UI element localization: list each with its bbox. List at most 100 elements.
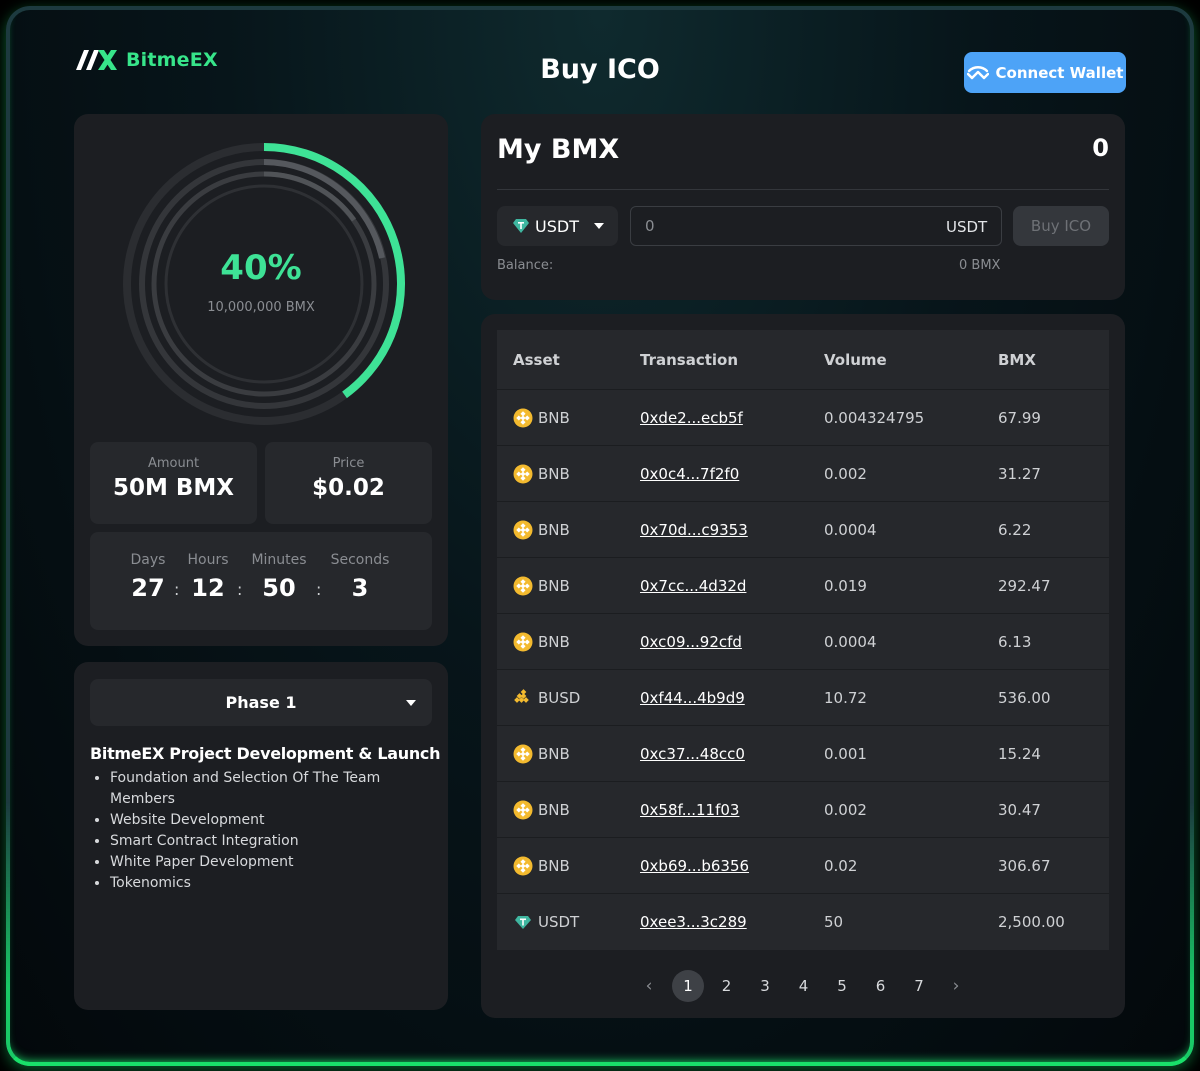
price-stat: Price $0.02 (265, 442, 432, 524)
logo[interactable]: BitmeEX (74, 48, 218, 72)
countdown-separator: : (174, 580, 180, 599)
progress-arc (263, 143, 405, 399)
asset-name: BNB (538, 520, 570, 539)
transaction-link[interactable]: 0x0c4...7f2f0 (640, 464, 740, 483)
usdt-icon (515, 916, 531, 929)
asset-cell: BNB (513, 576, 570, 596)
my-bmx-amount: 0 (1092, 134, 1109, 162)
transaction-link[interactable]: 0xde2...ecb5f (640, 408, 743, 427)
page-2-button[interactable]: 2 (721, 977, 732, 995)
transaction-link[interactable]: 0xc37...48cc0 (640, 744, 745, 763)
asset-name: BNB (538, 744, 570, 763)
phase-milestones: Foundation and Selection Of The Team Mem… (110, 768, 410, 894)
hours-label: Hours (187, 552, 229, 568)
phase-dropdown[interactable]: Phase 1 (90, 679, 432, 726)
prev-page-button[interactable]: ‹ (645, 976, 653, 996)
buy-ico-button[interactable]: Buy ICO (1013, 206, 1109, 246)
asset-name: USDT (538, 913, 580, 931)
asset-name: BNB (538, 800, 570, 819)
asset-name: BNB (538, 632, 570, 651)
list-item: Website Development (110, 810, 410, 831)
transaction-link[interactable]: 0x58f...11f03 (640, 800, 740, 819)
bmx-cell: 67.99 (998, 408, 1041, 427)
volume-cell: 0.002 (824, 464, 867, 483)
bnb-icon (513, 800, 533, 819)
bmx-cell: 306.67 (998, 856, 1051, 875)
buy-panel: My BMX 0 USDT USDT Buy ICO Balance: 0 BM… (481, 114, 1125, 300)
asset-cell: BNB (513, 632, 570, 652)
table-row: BNB 0x0c4...7f2f0 0.002 31.27 (497, 446, 1109, 502)
asset-cell: BUSD (513, 688, 580, 708)
bmx-cell: 2,500.00 (998, 913, 1065, 931)
table-row: BNB 0x58f...11f03 0.002 30.47 (497, 782, 1109, 838)
progress-percent: 40% (220, 248, 302, 288)
countdown-separator: : (237, 580, 243, 599)
asset-name: BNB (538, 464, 570, 483)
countdown-minutes: Minutes 50 (244, 552, 314, 602)
wallet-connect-icon (966, 65, 989, 79)
price-value: $0.02 (312, 475, 385, 501)
price-label: Price (332, 456, 365, 471)
transaction-link[interactable]: 0xee3...3c289 (640, 913, 747, 931)
asset-cell: BNB (513, 800, 570, 820)
page-6-button[interactable]: 6 (875, 977, 886, 995)
countdown-hours: Hours 12 (173, 552, 243, 602)
volume-cell: 0.001 (824, 744, 867, 763)
table-row: BNB 0xc37...48cc0 0.001 15.24 (497, 726, 1109, 782)
transaction-link[interactable]: 0xb69...b6356 (640, 856, 750, 875)
header-volume: Volume (824, 350, 887, 369)
sale-progress-card: 40% 10,000,000 BMX Amount 50M BMX Price … (74, 114, 448, 646)
transactions-card: Asset Transaction Volume BMX BNB 0xde2...… (481, 314, 1125, 1018)
countdown-days: Days 27 (113, 552, 183, 602)
balance-label: Balance: (497, 258, 554, 273)
connect-wallet-button[interactable]: Connect Wallet (964, 52, 1126, 93)
bnb-icon (513, 576, 533, 595)
transaction-link[interactable]: 0xc09...92cfd (640, 632, 742, 651)
bmx-cell: 292.47 (998, 576, 1051, 595)
transactions-table: Asset Transaction Volume BMX BNB 0xde2...… (497, 330, 1109, 950)
bnb-icon (513, 408, 533, 427)
transaction-link[interactable]: 0x70d...c9353 (640, 520, 748, 539)
page-title: Buy ICO (540, 54, 660, 85)
list-item: Smart Contract Integration (110, 831, 410, 852)
bmx-cell: 6.22 (998, 520, 1032, 539)
list-item: White Paper Development (110, 852, 410, 873)
page-4-button[interactable]: 4 (798, 977, 809, 995)
bnb-icon (513, 744, 533, 763)
amount-input[interactable] (630, 206, 1002, 246)
asset-cell: USDT (513, 912, 579, 932)
balance-value: 0 BMX (959, 258, 1001, 273)
page-5-button[interactable]: 5 (837, 977, 847, 995)
token-select-label: USDT (535, 216, 579, 236)
transaction-link[interactable]: 0xf44...4b9d9 (640, 688, 745, 707)
page-7-button[interactable]: 7 (914, 977, 924, 995)
bnb-icon (513, 632, 533, 651)
table-header: Asset Transaction Volume BMX (497, 330, 1109, 390)
page-3-button[interactable]: 3 (760, 977, 770, 995)
table-row: BNB 0xc09...92cfd 0.0004 6.13 (497, 614, 1109, 670)
asset-name: BNB (538, 856, 570, 875)
table-row: BNB 0x70d...c9353 0.0004 6.22 (497, 502, 1109, 558)
next-page-button[interactable]: › (952, 976, 960, 996)
header-bmx: BMX (998, 350, 1036, 369)
amount-value: 50M BMX (112, 475, 235, 501)
input-unit: USDT (946, 218, 988, 236)
transaction-link[interactable]: 0x7cc...4d32d (640, 576, 747, 595)
list-item: Tokenomics (110, 873, 410, 894)
header-transaction: Transaction (640, 350, 739, 369)
volume-cell: 0.0004 (824, 520, 877, 539)
phase-heading: BitmeEX Project Development & Launch (90, 744, 441, 763)
roadmap-phase-card: Phase 1 BitmeEX Project Development & La… (74, 662, 448, 1010)
my-bmx-title: My BMX (497, 134, 620, 165)
page-1-button[interactable]: 1 (672, 970, 704, 1002)
minutes-label: Minutes (251, 552, 307, 568)
bmx-cell: 30.47 (998, 800, 1041, 819)
countdown-seconds: Seconds 3 (325, 552, 395, 602)
bmx-cell: 6.13 (998, 632, 1032, 651)
token-select[interactable]: USDT (497, 206, 618, 246)
asset-cell: BNB (513, 856, 570, 876)
countdown-timer: Days 27 : Hours 12 : Minutes 50 : Second… (90, 532, 432, 630)
volume-cell: 0.02 (824, 856, 858, 875)
bnb-icon (513, 856, 533, 875)
